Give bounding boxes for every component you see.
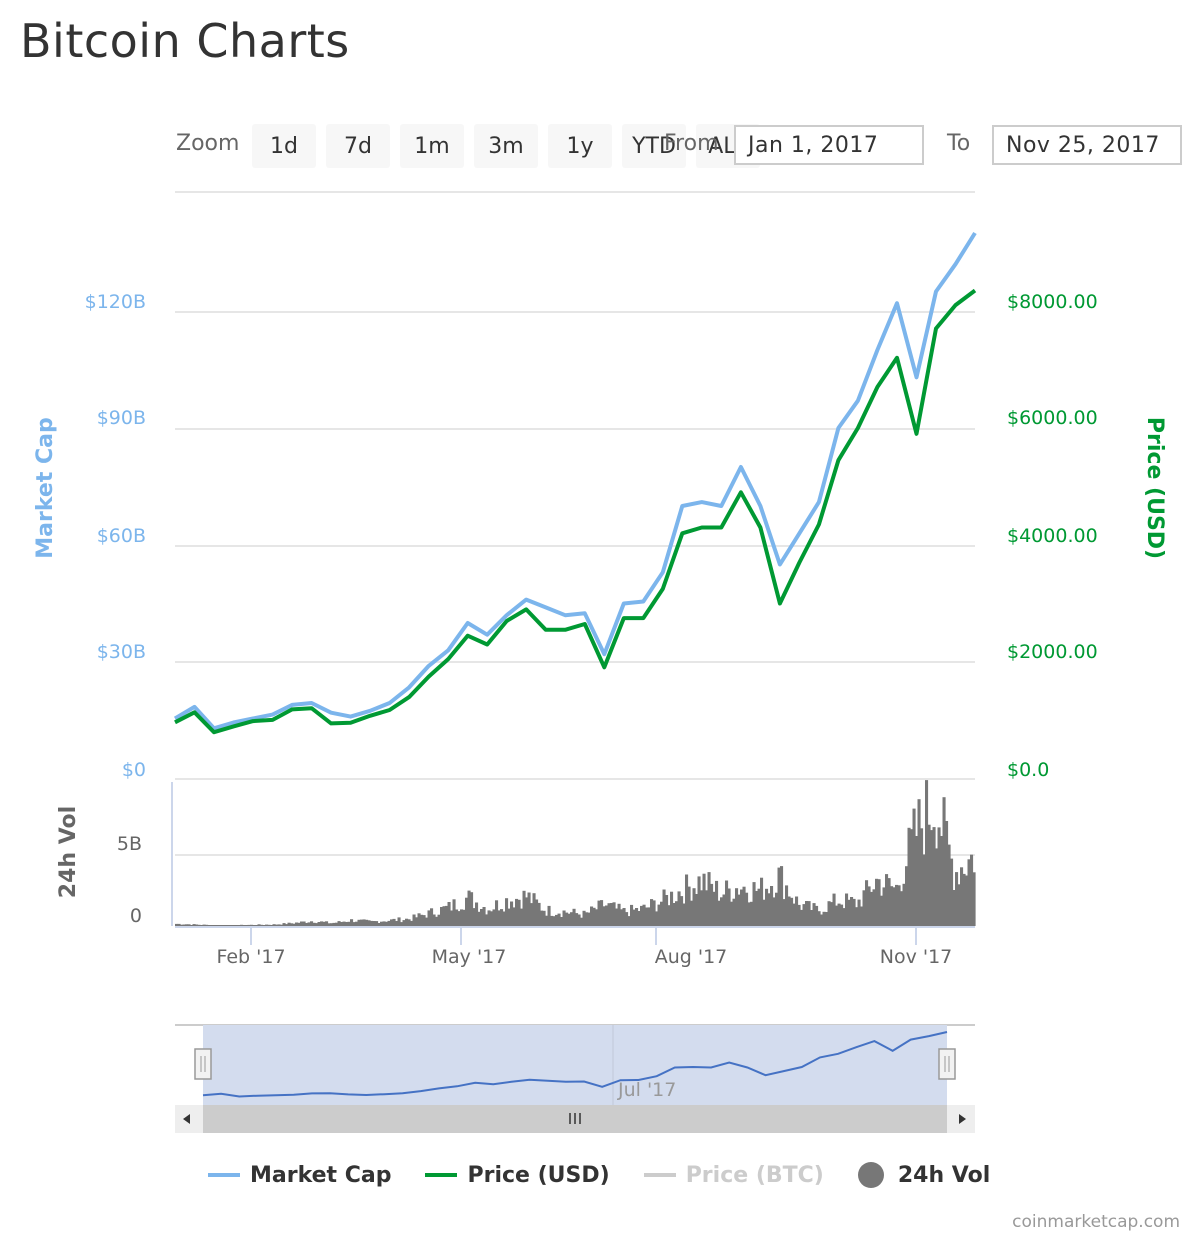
legend-label: 24h Vol [897, 1162, 991, 1188]
zoom-label: Zoom [176, 131, 240, 156]
legend-dot-icon [857, 1162, 884, 1188]
legend-item-price-btc[interactable]: Price (BTC) [643, 1162, 824, 1188]
page-title: Bitcoin Charts [20, 14, 350, 68]
credit-link[interactable]: coinmarketcap.com [1012, 1212, 1180, 1232]
range-button-1m[interactable]: 1m [400, 124, 464, 168]
volume-tick: 0 [130, 905, 142, 927]
volume-axis-ticks: 0 5B [117, 833, 142, 927]
legend-item-price-usd[interactable]: Price (USD) [425, 1162, 610, 1188]
right-tick: $6000.00 [1007, 407, 1098, 429]
left-tick: $120B [85, 291, 146, 313]
x-axis-ticks: Feb '17 May '17 Aug '17 Nov '17 [216, 946, 952, 968]
x-axis-tick-marks [250, 927, 917, 945]
navigator-series-line [202, 1031, 948, 1098]
market-cap-line[interactable] [173, 231, 977, 731]
navigator-right-handle[interactable] [938, 1048, 956, 1080]
right-tick: $8000.00 [1007, 291, 1098, 313]
right-tick: $0.0 [1007, 759, 1049, 781]
from-date-input[interactable]: Jan 1, 2017 [734, 125, 924, 165]
navigator-selection[interactable] [203, 1025, 947, 1105]
range-button-1d[interactable]: 1d [252, 124, 316, 168]
right-tick: $4000.00 [1007, 525, 1098, 547]
right-axis-ticks: $0.0 $2000.00 $4000.00 $6000.00 $8000.00 [1007, 291, 1098, 781]
scroll-left-arrow-icon[interactable] [183, 1114, 190, 1124]
legend-item-24h-vol[interactable]: 24h Vol [857, 1162, 991, 1188]
range-button-7d[interactable]: 7d [326, 124, 390, 168]
right-axis-title: Price (USD) [1142, 417, 1167, 559]
x-tick: Aug '17 [655, 946, 728, 968]
left-axis-title: Market Cap [33, 417, 58, 558]
chart-legend: Market Cap Price (USD) Price (BTC) 24h V… [208, 1162, 1024, 1188]
left-tick: $60B [97, 525, 146, 547]
legend-line-icon [425, 1173, 458, 1177]
to-date-input[interactable]: Nov 25, 2017 [992, 125, 1182, 165]
volume-axis-title: 24h Vol [56, 806, 81, 898]
legend-line-icon [208, 1173, 240, 1177]
main-gridlines [175, 191, 975, 856]
x-tick: Nov '17 [880, 946, 953, 968]
to-label: To [947, 131, 971, 156]
left-axis-ticks: $0 $30B $60B $90B $120B [85, 291, 146, 781]
range-button-1y[interactable]: 1y [548, 124, 612, 168]
range-button-ytd[interactable]: YTD [622, 124, 686, 168]
left-tick: $90B [97, 407, 146, 429]
scrollbar[interactable] [175, 1105, 975, 1133]
scroll-right-arrow-icon[interactable] [959, 1114, 966, 1124]
left-tick: $30B [97, 641, 146, 663]
legend-label: Price (USD) [467, 1162, 610, 1188]
volume-tick: 5B [117, 833, 142, 855]
range-button-3m[interactable]: 3m [474, 124, 538, 168]
x-tick: Feb '17 [216, 946, 285, 968]
legend-line-icon [643, 1173, 676, 1177]
volume-bars [175, 780, 976, 926]
legend-label: Market Cap [250, 1162, 392, 1188]
legend-label: Price (BTC) [685, 1162, 824, 1188]
from-label: From [664, 131, 719, 156]
x-tick: May '17 [432, 946, 507, 968]
left-tick: $0 [122, 759, 146, 781]
scrollbar-grip-icon [569, 1113, 581, 1124]
price-usd-line[interactable] [174, 288, 977, 735]
right-tick: $2000.00 [1007, 641, 1098, 663]
legend-item-market-cap[interactable]: Market Cap [208, 1163, 391, 1188]
navigator[interactable]: Jul '17 [175, 1024, 975, 1105]
navigator-tick: Jul '17 [617, 1079, 676, 1101]
navigator-left-handle[interactable] [194, 1048, 212, 1080]
